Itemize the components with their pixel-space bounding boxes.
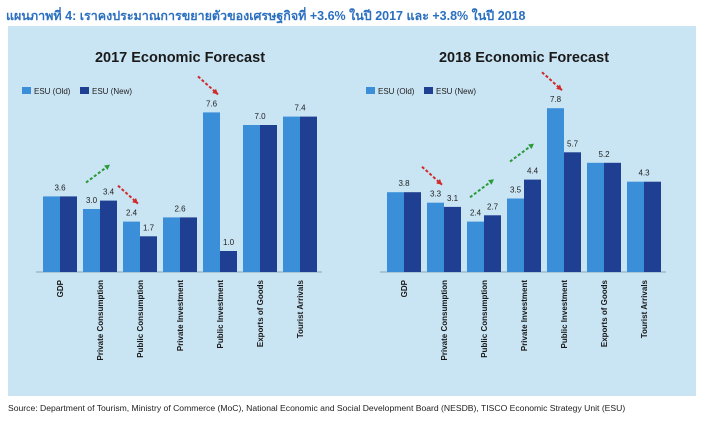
- c2018-data-label-old-public-investment: 7.8: [550, 95, 562, 104]
- c2017-trend-arrowhead-public-consumption: [132, 197, 138, 204]
- c2017-data-label-private-investment: 2.6: [174, 204, 186, 213]
- c2018-tick-label-tourist-arrivals: Tourist Arrivals: [640, 279, 649, 338]
- chart-2017: 2017 Economic Forecast ESU (Old) ESU (New)…: [22, 50, 322, 361]
- c2017-bar-new-gdp: [60, 196, 77, 272]
- c2017-bar-old-public-investment: [203, 112, 220, 273]
- c2018-tick-label-public-investment: Public Investment: [560, 280, 569, 349]
- c2017-legend-label-esu-old: ESU (Old): [34, 87, 71, 96]
- c2018-tick-label-private-consumption: Private Consumption: [440, 280, 449, 361]
- c2018-bar-old-exports-of-goods: [587, 162, 604, 272]
- c2017-legend-swatch-esu-old: [22, 87, 31, 94]
- c2017-trend-arrowhead-public-investment: [212, 88, 218, 95]
- c2017-data-label-old-private-consumption: 3.0: [86, 196, 98, 205]
- c2017-tick-label-exports-of-goods: Exports of Goods: [256, 279, 265, 347]
- c2018-bar-new-public-investment: [564, 152, 581, 272]
- c2018-data-label-new-public-investment: 5.7: [567, 139, 579, 148]
- c2017-bar-old-tourist-arrivals: [283, 116, 300, 272]
- c2017-tick-label-public-consumption: Public Consumption: [136, 280, 145, 358]
- c2017-data-label-exports-of-goods: 7.0: [254, 112, 266, 121]
- c2018-chart-title: 2018 Economic Forecast: [439, 50, 609, 66]
- c2017-legend-swatch-esu-new: [80, 87, 89, 94]
- c2018-bar-old-private-consumption: [427, 202, 444, 272]
- c2018-data-label-tourist-arrivals: 4.3: [638, 169, 650, 178]
- c2018-data-label-old-private-consumption: 3.3: [430, 190, 442, 199]
- c2017-bar-new-tourist-arrivals: [300, 116, 317, 272]
- c2018-legend-label-esu-old: ESU (Old): [378, 87, 415, 96]
- c2018-bar-old-public-consumption: [467, 221, 484, 272]
- figure-heading: แผนภาพที่ 4: เราคงประมาณการขยายตัวของเศร…: [6, 9, 526, 23]
- c2018-data-label-old-public-consumption: 2.4: [470, 209, 482, 218]
- source-note: Source: Department of Tourism, Ministry …: [8, 403, 626, 413]
- c2018-tick-label-private-investment: Private Investment: [520, 280, 529, 351]
- c2018-data-label-new-private-consumption: 3.1: [447, 194, 459, 203]
- c2018-trend-arrowhead-public-investment: [556, 84, 562, 91]
- charts-panel: 2017 Economic Forecast ESU (Old) ESU (New)…: [8, 26, 696, 396]
- c2017-chart-title: 2017 Economic Forecast: [95, 50, 265, 66]
- c2018-bar-new-exports-of-goods: [604, 162, 621, 272]
- c2017-data-label-old-public-consumption: 2.4: [126, 209, 138, 218]
- c2017-bar-old-exports-of-goods: [243, 125, 260, 272]
- c2018-tick-label-public-consumption: Public Consumption: [480, 280, 489, 358]
- c2017-data-label-new-public-consumption: 1.7: [143, 223, 155, 232]
- c2018-data-label-gdp: 3.8: [398, 179, 410, 188]
- c2017-data-label-old-public-investment: 7.6: [206, 99, 218, 108]
- c2017-bar-old-gdp: [43, 196, 60, 272]
- c2017-bar-new-public-investment: [220, 251, 237, 272]
- c2017-data-label-gdp: 3.6: [54, 183, 66, 192]
- c2017-tick-label-private-investment: Private Investment: [176, 280, 185, 351]
- c2018-data-label-new-private-investment: 4.4: [527, 167, 539, 176]
- c2018-data-label-old-private-investment: 3.5: [510, 186, 522, 195]
- c2017-data-label-new-private-consumption: 3.4: [103, 188, 115, 197]
- c2018-trend-arrowhead-public-consumption: [488, 179, 494, 185]
- c2018-bar-new-gdp: [404, 192, 421, 272]
- c2017-bar-new-public-consumption: [140, 236, 157, 272]
- c2018-bar-old-private-investment: [507, 198, 524, 272]
- c2018-trend-arrowhead-private-consumption: [436, 179, 442, 185]
- c2018-bar-old-public-investment: [547, 108, 564, 272]
- c2017-tick-label-private-consumption: Private Consumption: [96, 280, 105, 361]
- c2018-bar-new-private-investment: [524, 179, 541, 272]
- c2017-bar-new-exports-of-goods: [260, 125, 277, 272]
- c2018-trend-arrowhead-private-investment: [528, 143, 534, 150]
- c2018-bar-old-tourist-arrivals: [627, 181, 644, 272]
- c2017-data-label-new-public-investment: 1.0: [223, 238, 235, 247]
- c2018-data-label-new-public-consumption: 2.7: [487, 202, 499, 211]
- c2017-bar-old-public-consumption: [123, 221, 140, 272]
- c2018-legend-swatch-esu-new: [424, 87, 433, 94]
- c2018-legend-label-esu-new: ESU (New): [436, 87, 476, 96]
- c2017-tick-label-tourist-arrivals: Tourist Arrivals: [296, 279, 305, 338]
- c2018-bar-new-public-consumption: [484, 215, 501, 272]
- c2017-tick-label-gdp: GDP: [56, 279, 65, 297]
- c2017-tick-label-public-investment: Public Investment: [216, 280, 225, 349]
- c2017-data-label-tourist-arrivals: 7.4: [294, 104, 306, 113]
- c2018-bar-old-gdp: [387, 192, 404, 272]
- c2017-legend-label-esu-new: ESU (New): [92, 87, 132, 96]
- c2017-bar-old-private-consumption: [83, 209, 100, 272]
- c2017-bar-old-private-investment: [163, 217, 180, 272]
- c2017-trend-arrowhead-private-consumption: [104, 164, 110, 171]
- c2018-bar-new-tourist-arrivals: [644, 181, 661, 272]
- c2018-data-label-exports-of-goods: 5.2: [598, 150, 610, 159]
- c2017-bar-new-private-investment: [180, 217, 197, 272]
- c2018-tick-label-exports-of-goods: Exports of Goods: [600, 279, 609, 347]
- chart-2018: 2018 Economic Forecast ESU (Old) ESU (New)…: [366, 50, 666, 361]
- c2018-bar-new-private-consumption: [444, 206, 461, 272]
- c2018-tick-label-gdp: GDP: [400, 279, 409, 297]
- c2018-legend-swatch-esu-old: [366, 87, 375, 94]
- c2017-bar-new-private-consumption: [100, 200, 117, 272]
